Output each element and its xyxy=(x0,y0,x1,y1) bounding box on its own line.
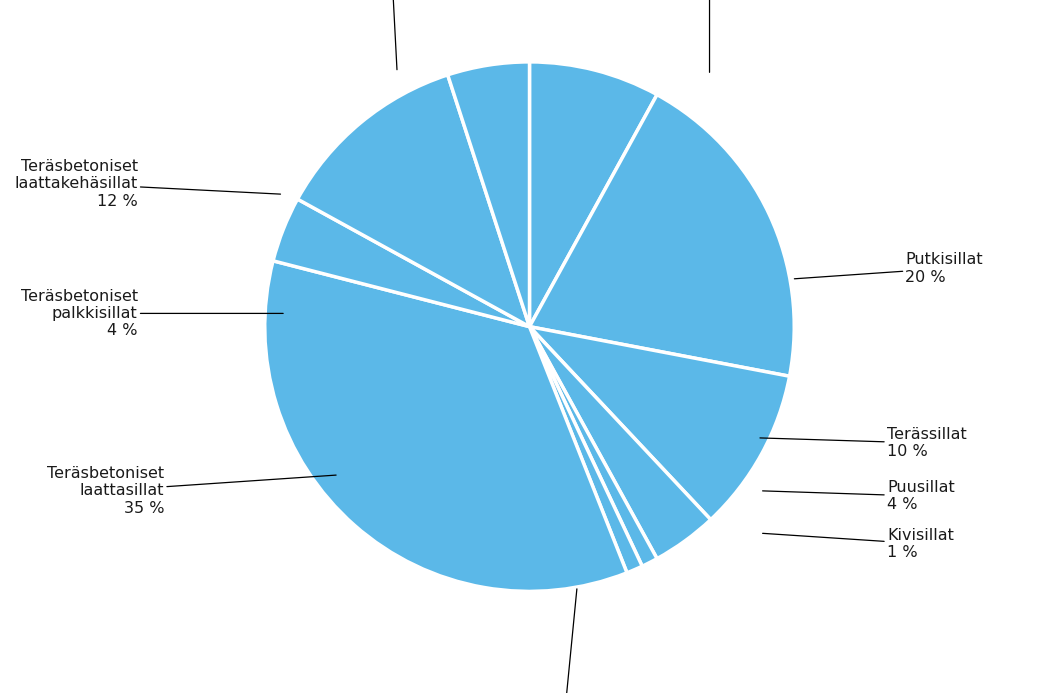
Text: Jännitetyt
betonisillat
8 %: Jännitetyt betonisillat 8 % xyxy=(665,0,754,72)
Text: Teräsbetoniset
laattakehäsillat
12 %: Teräsbetoniset laattakehäsillat 12 % xyxy=(15,159,281,209)
Text: Teräsbetoniset
laattasillat
35 %: Teräsbetoniset laattasillat 35 % xyxy=(47,466,336,516)
Text: Kivisillat
1 %: Kivisillat 1 % xyxy=(762,527,954,560)
Wedge shape xyxy=(265,261,627,591)
Wedge shape xyxy=(530,326,711,559)
Wedge shape xyxy=(530,326,642,573)
Wedge shape xyxy=(448,62,530,326)
Text: Putkisillat
20 %: Putkisillat 20 % xyxy=(794,252,983,285)
Wedge shape xyxy=(298,75,530,326)
Wedge shape xyxy=(273,199,530,326)
Wedge shape xyxy=(530,62,657,326)
Text: Terässillat
10 %: Terässillat 10 % xyxy=(760,427,967,459)
Text: Puusillat
4 %: Puusillat 4 % xyxy=(762,480,954,512)
Text: Säänkestävät
terässillat
1 %: Säänkestävät terässillat 1 % xyxy=(507,589,615,693)
Text: Teräsbetoniset
palkkisillat
4 %: Teräsbetoniset palkkisillat 4 % xyxy=(20,288,283,338)
Wedge shape xyxy=(530,326,790,520)
Text: Muut teräs-
betoniset sillat
5 %: Muut teräs- betoniset sillat 5 % xyxy=(330,0,448,70)
Wedge shape xyxy=(530,95,794,376)
Wedge shape xyxy=(530,326,657,566)
